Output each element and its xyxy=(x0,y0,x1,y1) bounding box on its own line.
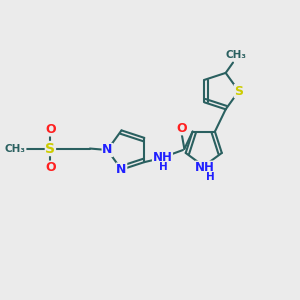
Text: N: N xyxy=(116,163,127,176)
Text: H: H xyxy=(206,172,214,182)
Text: O: O xyxy=(45,161,56,174)
Text: O: O xyxy=(45,123,56,136)
Text: S: S xyxy=(45,142,56,155)
Text: N: N xyxy=(102,143,112,157)
Text: O: O xyxy=(176,122,187,135)
Text: S: S xyxy=(234,85,243,98)
Text: H: H xyxy=(159,162,168,172)
Text: CH₃: CH₃ xyxy=(5,143,26,154)
Text: NH: NH xyxy=(152,151,172,164)
Text: NH: NH xyxy=(195,161,215,174)
Text: CH₃: CH₃ xyxy=(225,50,246,60)
